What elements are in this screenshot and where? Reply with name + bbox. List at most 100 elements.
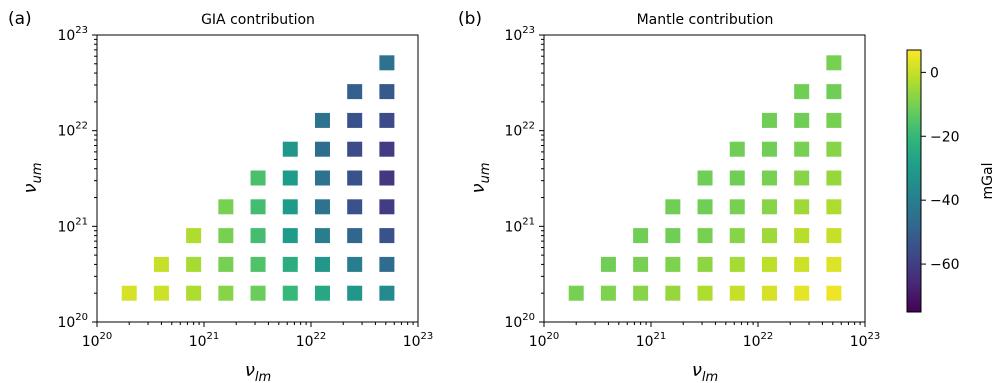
panel-a-marker [282, 228, 298, 244]
panel-a-marker [347, 170, 363, 186]
panel-b-marker [794, 141, 810, 157]
panel-b-marker [826, 141, 842, 157]
panel-b-marker [568, 285, 584, 301]
panel-a-xtick-label: 1023 [403, 331, 434, 350]
panel-b-marker [761, 199, 777, 215]
panel-a-marker [218, 199, 234, 215]
panel-a-marker [347, 285, 363, 301]
colorbar: 0 −20 −40 −60 mGal [906, 49, 996, 313]
panel-b-marker [665, 228, 681, 244]
panel-b-title: Mantle contribution [637, 12, 774, 28]
panel-b-marker [633, 256, 649, 272]
panel-a-marker [250, 256, 266, 272]
panel-a-label: (a) [8, 9, 32, 29]
panel-b-marker [729, 285, 745, 301]
panel-b-xtick-label: 1023 [850, 331, 881, 350]
colorbar-tick-label: −20 [930, 129, 960, 145]
panel-b-marker [697, 199, 713, 215]
panel-a-marker [282, 199, 298, 215]
panel-b-marker [600, 256, 616, 272]
panel-b-marker [794, 112, 810, 128]
panel-a-markers [121, 55, 395, 301]
panel-a-marker [347, 141, 363, 157]
panel-b-marker [826, 170, 842, 186]
panel-a-ytick-label: 1020 [57, 312, 88, 331]
panel-a-xtick-label: 1021 [189, 331, 220, 350]
panel-a-ylabel: νum [20, 163, 45, 194]
panel-b-ytick-label: 1022 [504, 121, 535, 140]
panel-a-marker [379, 228, 395, 244]
panel-b-marker [826, 55, 842, 71]
panel-b-label: (b) [458, 9, 482, 29]
panel-a-marker [218, 228, 234, 244]
panel-a-ytick-label: 1023 [57, 25, 88, 44]
panel-a-marker [153, 285, 169, 301]
panel-b-marker [761, 256, 777, 272]
panel-a-marker [347, 112, 363, 128]
panel-b-marker [761, 285, 777, 301]
panel-a-marker [347, 199, 363, 215]
panel-a-marker [250, 199, 266, 215]
panel-b-marker [729, 141, 745, 157]
panel-a-marker [379, 55, 395, 71]
panel-b-marker [761, 112, 777, 128]
panel-b-marker [826, 228, 842, 244]
panel-b-marker [794, 285, 810, 301]
panel-a-marker [347, 228, 363, 244]
panel-b-xtick-label: 1022 [743, 331, 774, 350]
colorbar-tick-label: 0 [930, 65, 939, 81]
panel-a-marker [314, 228, 330, 244]
panel-a-marker [314, 199, 330, 215]
panel-a-marker [314, 256, 330, 272]
panel-b-marker [826, 285, 842, 301]
panel-a-marker [379, 285, 395, 301]
panel-a-marker [314, 285, 330, 301]
panel-b-marker [697, 256, 713, 272]
panel-b-marker [826, 199, 842, 215]
panel-b-axes [543, 34, 866, 323]
panel-b-marker [665, 199, 681, 215]
panel-b-xlabel: νlm [692, 360, 718, 383]
panel-a-xlabel: νlm [245, 360, 271, 383]
panel-a-title: GIA contribution [201, 12, 315, 28]
colorbar-tick-label: −40 [930, 193, 960, 209]
panel-b-marker [761, 170, 777, 186]
panel-a-marker [121, 285, 137, 301]
panel-a-marker [218, 256, 234, 272]
panel-a-marker [379, 84, 395, 100]
panel-a-axes [96, 34, 419, 323]
panel-a-marker [314, 141, 330, 157]
colorbar-label: mGal [980, 163, 996, 200]
panel-a-marker [250, 228, 266, 244]
panel-a-marker [347, 84, 363, 100]
panel-a-marker [282, 256, 298, 272]
panel-b-marker [665, 285, 681, 301]
colorbar-tick-label: −60 [930, 257, 960, 273]
panel-a-xtick-label: 1020 [82, 331, 113, 350]
panel-b-marker [729, 170, 745, 186]
panel-b-marker [729, 199, 745, 215]
panel-a-ytick-label: 1022 [57, 121, 88, 140]
panel-a-xtick-label: 1022 [296, 331, 327, 350]
panel-b-markers [568, 55, 842, 301]
panel-a-marker [282, 285, 298, 301]
panel-b-marker [697, 285, 713, 301]
panel-a-marker [314, 112, 330, 128]
panel-a-marker [314, 170, 330, 186]
panel-b-xtick-label: 1021 [636, 331, 667, 350]
panel-a-marker [379, 141, 395, 157]
panel-b-marker [794, 170, 810, 186]
panel-b-marker [794, 256, 810, 272]
panel-b-marker [697, 228, 713, 244]
panel-a-marker [218, 285, 234, 301]
panel-a-marker [186, 228, 202, 244]
panel-b-ytick-label: 1023 [504, 25, 535, 44]
panel-a-ytick-label: 1021 [57, 216, 88, 235]
panel-b-marker [761, 228, 777, 244]
panel-b-marker [826, 84, 842, 100]
panel-a-marker [379, 112, 395, 128]
panel-b-marker [665, 256, 681, 272]
